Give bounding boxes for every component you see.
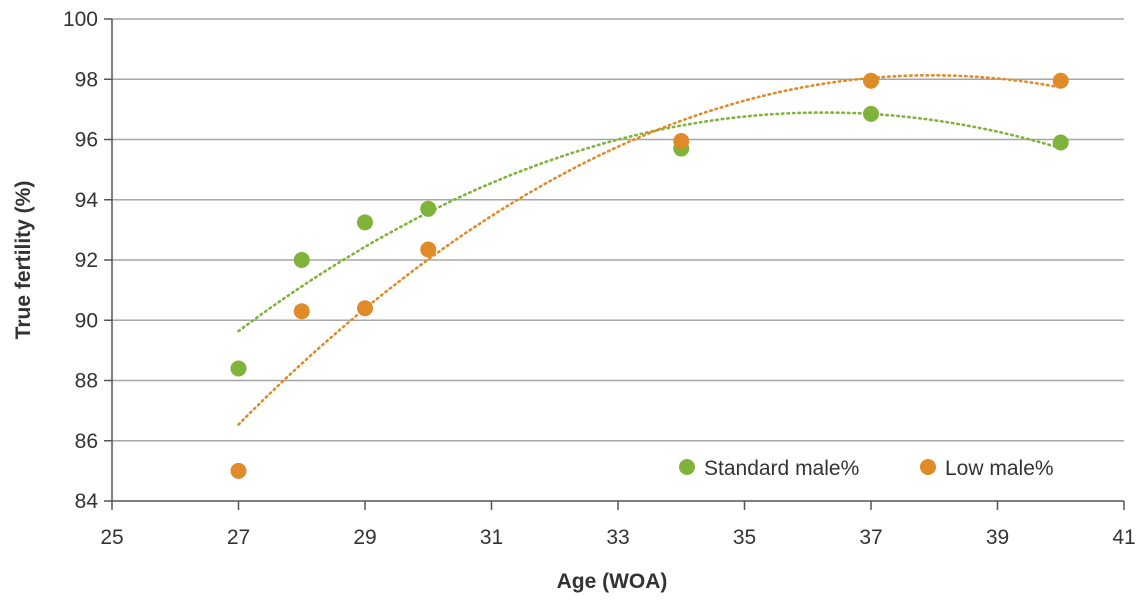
point-series1-6: [1052, 72, 1069, 89]
y-tick-labels: 84 86 88 90 92 94 96 98 100: [63, 8, 98, 513]
x-tick-label-37: 37: [859, 526, 882, 549]
y-tick-label-88: 88: [75, 370, 98, 393]
x-tick-label-31: 31: [480, 526, 503, 549]
y-tick-label-90: 90: [75, 309, 98, 332]
x-tick-label-39: 39: [986, 526, 1009, 549]
legend-marker-standard-male: [679, 459, 695, 475]
point-series1-0: [230, 462, 247, 479]
x-axis-title: Age (WOA): [557, 570, 668, 593]
y-tick-label-94: 94: [75, 189, 99, 212]
x-tick-label-27: 27: [227, 526, 250, 549]
y-tick-label-84: 84: [75, 490, 99, 513]
y-tick-label-92: 92: [75, 249, 98, 272]
y-tick-label-96: 96: [75, 129, 98, 152]
point-series1-5: [863, 72, 879, 89]
x-tick-label-41: 41: [1112, 526, 1135, 549]
tick-marks: [104, 18, 1125, 510]
point-series0-0: [230, 360, 247, 377]
point-series1-3: [420, 241, 437, 258]
x-tick-label-25: 25: [100, 526, 123, 549]
point-series1-1: [293, 303, 310, 320]
y-axis-title: True fertility (%): [12, 181, 35, 340]
legend-marker-low-male: [920, 459, 936, 475]
x-tick-label-29: 29: [353, 526, 376, 549]
trendline-0: [237, 111, 1063, 333]
y-tick-label-86: 86: [75, 430, 98, 453]
x-tick-labels: 25 27 29 31 33 35 37 39 41: [100, 526, 1135, 549]
point-series0-2: [357, 214, 373, 231]
point-series0-6: [1052, 134, 1069, 151]
point-series1-4: [673, 133, 690, 150]
point-series0-3: [420, 200, 437, 217]
y-tick-label-100: 100: [63, 8, 98, 31]
x-tick-label-35: 35: [733, 526, 756, 549]
grid-lines: [112, 18, 1124, 442]
data-points: [230, 72, 1069, 479]
legend-label-low-male: Low male%: [945, 457, 1054, 480]
trendlines: [237, 74, 1063, 426]
legend-label-standard-male: Standard male%: [704, 457, 859, 480]
point-series0-5: [863, 105, 879, 122]
trendline-1: [237, 74, 1063, 426]
point-series1-2: [357, 300, 373, 317]
y-tick-label-98: 98: [75, 68, 98, 91]
point-series0-1: [293, 252, 310, 268]
x-tick-label-33: 33: [606, 526, 629, 549]
legend: Standard male% Low male%: [679, 457, 1054, 480]
